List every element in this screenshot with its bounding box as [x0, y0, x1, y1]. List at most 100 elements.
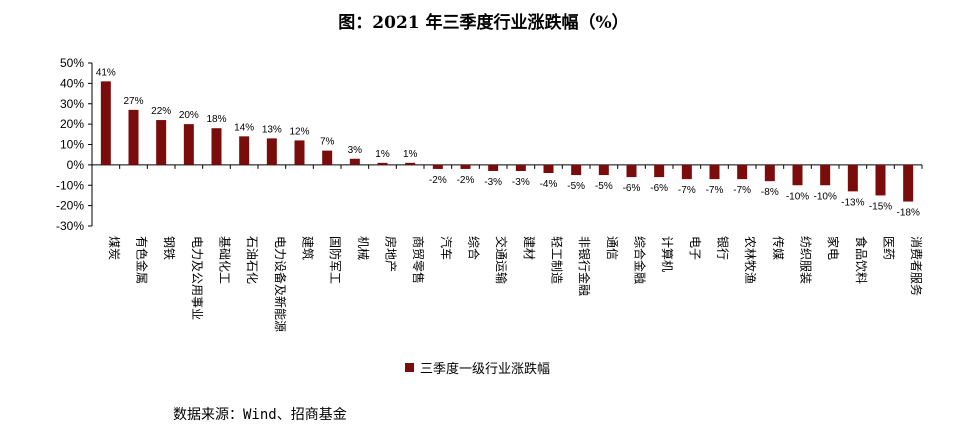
bar-value-label: -5%: [595, 181, 613, 192]
bar-value-label: -10%: [813, 191, 836, 202]
x-category-label: 国防军工: [328, 236, 343, 284]
bar: [405, 162, 416, 165]
bar-labels: 41% 27% 22% 20% 18% 14% 13% 12% 7% 3% 1% 1% -2% -2% -3…: [96, 67, 920, 218]
bar-value-label: 22%: [151, 106, 171, 117]
x-category-label: 综合金融: [633, 236, 648, 284]
chart-title: 图：2021 年三季度行业涨跌幅（%）: [338, 13, 629, 33]
bar-value-label: -4%: [540, 179, 558, 190]
bar: [543, 164, 554, 174]
x-category-label: 食品饮料: [854, 236, 869, 284]
bar-value-label: -13%: [841, 197, 864, 208]
x-category-label: 家电: [826, 236, 841, 260]
bar: [903, 164, 914, 202]
bar: [515, 164, 526, 171]
x-category-label: 消费者服务: [909, 236, 924, 296]
bar-value-label: 1%: [375, 149, 390, 160]
y-tick-label: 10%: [60, 138, 84, 152]
bar: [681, 164, 692, 180]
bar-value-label: -18%: [896, 208, 919, 219]
bar: [183, 124, 194, 165]
x-category-label: 纺织服装: [799, 236, 813, 284]
bar-value-label: 3%: [348, 145, 363, 156]
x-category-label: 钢铁: [162, 236, 176, 260]
bar: [128, 109, 139, 165]
x-category-label: 电力设备及新能源: [273, 236, 288, 332]
bar: [156, 120, 167, 165]
bar: [626, 164, 637, 178]
bar: [349, 158, 360, 165]
x-category-label: 银行: [716, 236, 730, 260]
x-category-label: 建材: [522, 236, 536, 260]
bar-value-label: -8%: [761, 187, 779, 198]
bar: [737, 164, 748, 180]
x-category-label: 传媒: [771, 236, 786, 260]
x-category-label: 计算机: [660, 236, 675, 272]
y-tick-label: -10%: [56, 178, 84, 192]
x-category-label: 医药: [882, 236, 896, 260]
bar-value-label: 12%: [289, 126, 309, 137]
x-category-label: 商贸零售: [411, 236, 426, 284]
x-category-label: 电力及公用事业: [190, 236, 204, 320]
x-category-label: 电子: [688, 236, 702, 260]
bar-value-label: -7%: [733, 185, 751, 196]
bar: [266, 138, 277, 165]
bar: [239, 136, 250, 165]
y-tick-label: 50%: [60, 56, 84, 70]
bar-value-label: 20%: [179, 110, 199, 121]
x-labels: 煤炭 有色金属 钢铁 电力及公用事业 基础化工 石油石化 电力设备及新能源 建筑 国防军工 机械房…: [91, 164, 924, 332]
y-tick-label: 20%: [60, 117, 84, 131]
bar: [460, 164, 471, 169]
y-tick-label: -20%: [56, 199, 84, 213]
x-category-label: 非银行金融: [577, 236, 592, 296]
bar-value-label: 14%: [234, 122, 254, 133]
bar: [377, 162, 388, 165]
x-category-label: 农林牧渔: [743, 236, 757, 284]
x-category-label: 轻工制造: [550, 236, 564, 284]
y-tick-label: 30%: [60, 97, 84, 111]
bar: [764, 164, 775, 182]
bar-value-label: -2%: [429, 175, 447, 186]
bar: [792, 164, 803, 186]
source-note: 数据来源：Wind、招商基金: [173, 407, 347, 423]
legend-label: 三季度一级行业涨跌幅: [420, 362, 551, 377]
bar: [432, 164, 443, 169]
y-tick-label: 40%: [60, 76, 84, 90]
x-category-label: 有色金属: [135, 236, 150, 284]
bar: [322, 150, 333, 165]
x-category-label: 房地产: [384, 236, 399, 272]
bar: [709, 164, 720, 180]
x-category-label: 交通运输: [494, 236, 509, 284]
bar-value-label: 41%: [96, 67, 116, 78]
bar: [654, 164, 665, 178]
x-category-label: 汽车: [439, 236, 454, 260]
bar-value-label: 18%: [206, 114, 226, 125]
bar-value-label: -7%: [678, 185, 696, 196]
x-category-label: 通信: [605, 236, 619, 260]
bar: [875, 164, 886, 196]
bar: [820, 164, 831, 186]
x-category-label: 煤炭: [107, 236, 121, 260]
y-tick-label: 0%: [67, 158, 85, 172]
bar-value-label: 27%: [123, 96, 143, 107]
legend: 三季度一级行业涨跌幅: [405, 358, 550, 377]
bar-value-label: -15%: [869, 201, 892, 212]
bar-value-label: -6%: [650, 183, 668, 194]
bar-value-label: 1%: [403, 149, 418, 160]
bar-value-label: -6%: [623, 183, 641, 194]
bar: [598, 164, 609, 176]
bar-value-label: 7%: [320, 137, 335, 148]
x-category-label: 综合: [467, 236, 482, 260]
bars: [100, 81, 914, 202]
bar-value-label: -10%: [786, 191, 809, 202]
bar-value-label: -3%: [484, 177, 502, 188]
bar-value-label: -5%: [567, 181, 585, 192]
bar-value-label: -7%: [706, 185, 724, 196]
x-category-label: 建筑: [301, 236, 316, 260]
bar-value-label: 13%: [262, 124, 282, 135]
y-tick-label: -30%: [56, 219, 84, 233]
bar: [294, 140, 305, 165]
legend-swatch: [405, 363, 414, 372]
x-category-label: 机械: [356, 236, 371, 260]
bar-value-label: -2%: [457, 175, 475, 186]
